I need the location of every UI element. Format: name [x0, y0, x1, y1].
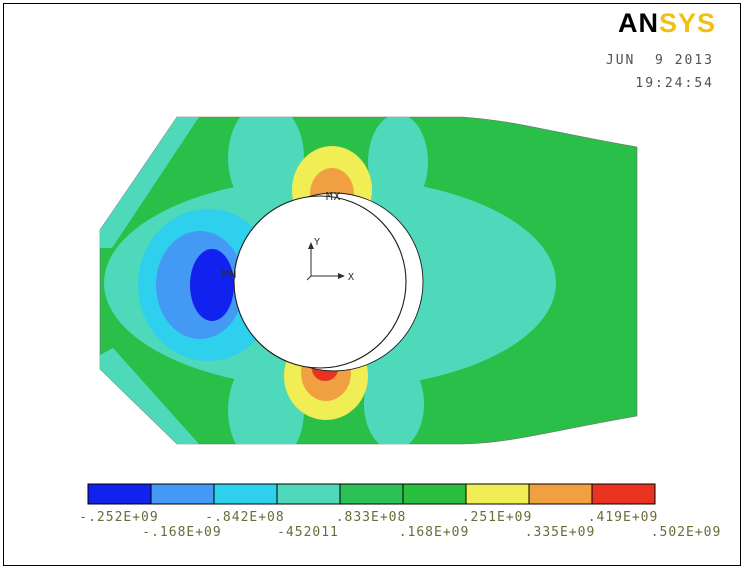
legend-value: -.842E+08: [205, 510, 284, 525]
datetime-block: JUN 9 2013 19:24:54: [606, 50, 714, 96]
max-annotation: MX: [326, 190, 341, 203]
triad-origin-tick: [306, 275, 312, 281]
contour-turquoise-lobe-top-right: [368, 117, 428, 210]
ansys-logo-sys: SYS: [658, 8, 716, 38]
contour-regions: [100, 117, 556, 444]
legend-value: -452011: [277, 525, 339, 540]
date-text: JUN 9 2013: [605, 53, 714, 68]
legend-value: -.168E+09: [142, 525, 221, 540]
triad-y-label: Y: [314, 237, 320, 248]
contour-blue-blob-min: [190, 249, 234, 321]
pin-circle: [233, 195, 407, 369]
contour-turquoise-strip-top-left: [100, 117, 199, 248]
legend-seg-7: [465, 483, 530, 505]
coordinate-triad: [306, 242, 345, 281]
legend-value: .251E+09: [462, 510, 533, 525]
legend-value: .168E+09: [399, 525, 470, 540]
legend-seg-8: [528, 483, 593, 505]
legend-value: .419E+09: [588, 510, 659, 525]
legend-seg-4: [276, 483, 341, 505]
contour-turquoise-strip-bottom-left: [100, 348, 199, 444]
legend-seg-2: [150, 483, 215, 505]
legend-value: .502E+09: [651, 525, 722, 540]
legend-seg-6: [402, 483, 467, 505]
ansys-logo: ANSYS: [618, 8, 716, 39]
triad-x-label: X: [348, 272, 354, 283]
contour-turquoise-lobe-bottom-right: [364, 358, 424, 444]
legend-seg-1: [87, 483, 152, 505]
ansys-logo-an: AN: [617, 8, 659, 38]
min-annotation: MN: [222, 268, 237, 281]
triad-y-arrow-icon: [308, 242, 314, 249]
contour-turquoise-lobe-top-left: [228, 117, 304, 214]
legend-value: .833E+08: [336, 510, 407, 525]
legend-seg-5: [339, 483, 404, 505]
triad-x-arrow-icon: [338, 273, 345, 279]
legend-seg-3: [213, 483, 278, 505]
legend-colorbar: [87, 483, 656, 505]
legend-values: -.252E+09 -.842E+08 .833E+08 .251E+09 .4…: [79, 510, 722, 540]
legend-value: .335E+09: [525, 525, 596, 540]
legend-value: -.252E+09: [79, 510, 158, 525]
legend-seg-9: [591, 483, 656, 505]
time-text: 19:24:54: [635, 75, 714, 91]
